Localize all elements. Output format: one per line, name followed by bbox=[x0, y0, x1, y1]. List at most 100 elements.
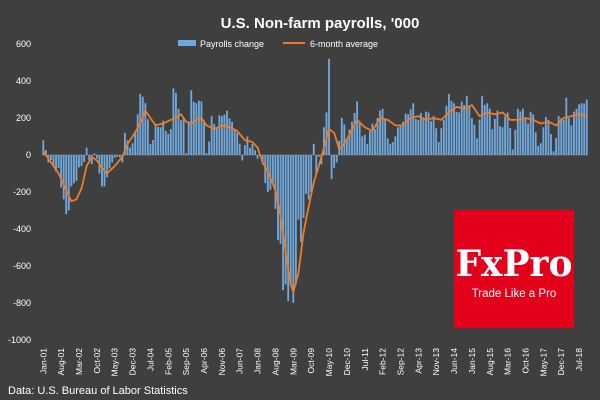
payrolls-bar bbox=[52, 155, 55, 167]
payrolls-bar bbox=[172, 88, 175, 155]
x-tick-label: Feb-05 bbox=[163, 348, 173, 375]
payrolls-bar bbox=[182, 118, 185, 155]
payrolls-bar bbox=[231, 121, 233, 155]
payrolls-bar bbox=[72, 155, 75, 184]
payrolls-bar bbox=[78, 155, 80, 168]
payrolls-bar bbox=[315, 155, 318, 176]
payrolls-bar bbox=[575, 108, 578, 155]
payrolls-bar bbox=[187, 121, 190, 155]
payrolls-bar bbox=[169, 129, 172, 155]
payrolls-bar bbox=[284, 155, 287, 285]
payrolls-bar bbox=[241, 155, 244, 161]
legend-bar-label: Payrolls change bbox=[200, 39, 264, 49]
y-tick-label: -800 bbox=[13, 298, 31, 308]
payrolls-bar bbox=[335, 155, 338, 163]
payrolls-bar bbox=[167, 133, 170, 155]
payrolls-bar bbox=[488, 108, 491, 155]
payrolls-bar bbox=[330, 155, 333, 180]
x-tick-label: Mar-02 bbox=[74, 348, 84, 375]
payrolls-bar bbox=[134, 132, 137, 155]
payrolls-bar bbox=[522, 108, 524, 155]
payrolls-bar bbox=[399, 124, 402, 155]
payrolls-bar bbox=[539, 143, 542, 155]
payrolls-bar bbox=[514, 129, 517, 155]
payrolls-bar bbox=[368, 130, 371, 155]
payrolls-bar bbox=[448, 93, 450, 155]
payrolls-bar bbox=[361, 136, 364, 155]
payrolls-bar bbox=[65, 155, 68, 215]
payrolls-bar bbox=[455, 111, 458, 155]
payrolls-bar bbox=[547, 119, 550, 155]
payrolls-bar bbox=[353, 112, 356, 155]
payrolls-bar bbox=[542, 127, 545, 155]
payrolls-bar bbox=[251, 143, 254, 155]
payrolls-bar bbox=[537, 145, 540, 155]
logo-background bbox=[454, 210, 574, 328]
payrolls-bar bbox=[238, 143, 241, 155]
payrolls-bar bbox=[279, 155, 282, 244]
x-tick-label: May-10 bbox=[324, 348, 334, 377]
payrolls-bar bbox=[185, 153, 188, 155]
payrolls-bar bbox=[529, 111, 532, 155]
payrolls-bar bbox=[432, 116, 435, 155]
payrolls-bar bbox=[504, 116, 506, 155]
payrolls-bar bbox=[271, 155, 274, 183]
payrolls-bar bbox=[256, 155, 259, 159]
payrolls-bar bbox=[203, 120, 205, 155]
payrolls-bar bbox=[409, 109, 412, 155]
payrolls-bar bbox=[496, 110, 499, 155]
payrolls-bar bbox=[302, 155, 305, 218]
payrolls-bar bbox=[427, 112, 430, 155]
payrolls-bar bbox=[264, 155, 267, 184]
payrolls-bar bbox=[478, 119, 481, 155]
payrolls-bar bbox=[445, 105, 448, 155]
payrolls-bar bbox=[560, 118, 563, 155]
payrolls-bar bbox=[116, 155, 119, 157]
payrolls-bar bbox=[274, 155, 277, 209]
x-tick-label: Oct-16 bbox=[520, 348, 530, 374]
payrolls-bar bbox=[289, 155, 292, 285]
legend-line-label: 6-month average bbox=[310, 39, 378, 49]
payrolls-bar bbox=[419, 113, 422, 155]
payrolls-bar bbox=[450, 100, 453, 155]
payrolls-bar bbox=[555, 138, 558, 155]
payrolls-bar bbox=[557, 116, 560, 155]
payrolls-bar bbox=[228, 118, 231, 155]
payrolls-bar bbox=[108, 155, 111, 169]
payrolls-bar bbox=[358, 123, 361, 155]
payrolls-bar bbox=[578, 104, 580, 155]
payrolls-bar bbox=[422, 118, 425, 155]
payrolls-bar bbox=[195, 103, 198, 155]
x-tick-label: Jun-14 bbox=[449, 348, 459, 374]
y-tick-label: -600 bbox=[13, 261, 31, 271]
payrolls-bar bbox=[374, 129, 376, 155]
payrolls-bar bbox=[292, 155, 295, 303]
x-tick-label: Aug-01 bbox=[56, 348, 66, 376]
payrolls-bar bbox=[55, 155, 57, 172]
payrolls-bar bbox=[220, 116, 223, 155]
fxpro-logo: FxPro Trade Like a Pro bbox=[454, 210, 574, 328]
payrolls-bar bbox=[44, 150, 47, 155]
payrolls-bar bbox=[333, 155, 336, 168]
payrolls-bar bbox=[85, 147, 88, 155]
payrolls-bar bbox=[200, 101, 203, 155]
payrolls-bar bbox=[565, 97, 568, 155]
payrolls-bar bbox=[146, 119, 149, 155]
y-tick-label: -1000 bbox=[8, 335, 31, 345]
payrolls-bar bbox=[80, 155, 83, 167]
payrolls-bar bbox=[391, 142, 394, 155]
y-tick-label: 200 bbox=[16, 113, 31, 123]
payrolls-bar bbox=[75, 155, 78, 181]
y-tick-label: -200 bbox=[13, 187, 31, 197]
payrolls-bar bbox=[363, 134, 366, 155]
payrolls-bar bbox=[376, 118, 379, 155]
payrolls-bar bbox=[261, 155, 264, 165]
payrolls-bar bbox=[246, 136, 249, 155]
legend-bar-swatch bbox=[178, 40, 196, 46]
payrolls-bar bbox=[60, 155, 63, 188]
x-tick-label: Jan-01 bbox=[38, 348, 48, 374]
payrolls-bar bbox=[351, 121, 353, 155]
payrolls-bar bbox=[425, 111, 427, 155]
six-month-average-line bbox=[42, 104, 587, 293]
payrolls-bar bbox=[317, 155, 320, 157]
